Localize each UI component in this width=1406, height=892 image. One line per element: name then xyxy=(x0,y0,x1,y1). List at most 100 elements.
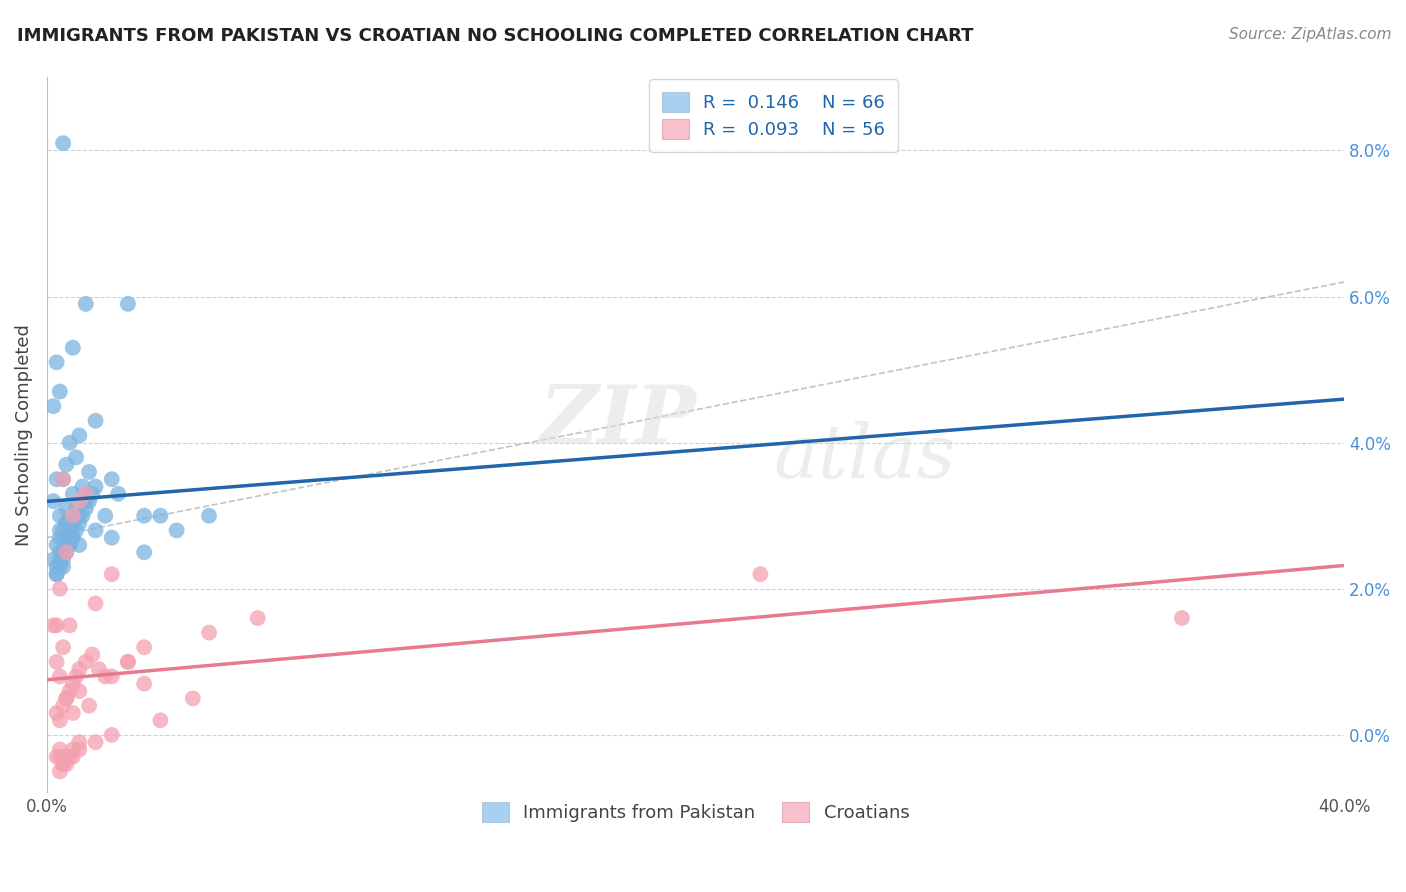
Point xyxy=(58,749,80,764)
Point xyxy=(82,487,104,501)
Point xyxy=(49,742,72,756)
Point xyxy=(52,552,75,566)
Point xyxy=(149,714,172,728)
Point xyxy=(52,524,75,538)
Point xyxy=(45,538,67,552)
Point xyxy=(49,508,72,523)
Point xyxy=(49,669,72,683)
Point xyxy=(45,472,67,486)
Point xyxy=(100,669,122,683)
Point xyxy=(55,749,77,764)
Point xyxy=(49,582,72,596)
Point xyxy=(198,625,221,640)
Y-axis label: No Schooling Completed: No Schooling Completed xyxy=(15,325,32,546)
Point xyxy=(87,662,110,676)
Point xyxy=(58,538,80,552)
Legend: Immigrants from Pakistan, Croatians: Immigrants from Pakistan, Croatians xyxy=(468,789,922,834)
Point xyxy=(55,691,77,706)
Point xyxy=(62,341,84,355)
Point xyxy=(55,501,77,516)
Point xyxy=(198,508,221,523)
Point xyxy=(52,545,75,559)
Point xyxy=(62,706,84,720)
Point xyxy=(49,545,72,559)
Point xyxy=(77,465,100,479)
Point xyxy=(134,640,156,655)
Text: IMMIGRANTS FROM PAKISTAN VS CROATIAN NO SCHOOLING COMPLETED CORRELATION CHART: IMMIGRANTS FROM PAKISTAN VS CROATIAN NO … xyxy=(17,27,973,45)
Point xyxy=(65,669,87,683)
Point xyxy=(45,567,67,582)
Point xyxy=(49,384,72,399)
Point xyxy=(55,516,77,530)
Point xyxy=(77,494,100,508)
Point xyxy=(246,611,269,625)
Point xyxy=(67,538,90,552)
Point xyxy=(42,552,65,566)
Point xyxy=(67,508,90,523)
Text: ZIP: ZIP xyxy=(540,383,697,460)
Text: Source: ZipAtlas.com: Source: ZipAtlas.com xyxy=(1229,27,1392,42)
Point xyxy=(52,472,75,486)
Point xyxy=(84,479,107,493)
Point xyxy=(45,706,67,720)
Point xyxy=(134,508,156,523)
Point xyxy=(52,757,75,772)
Point xyxy=(62,742,84,756)
Point xyxy=(62,487,84,501)
Point xyxy=(62,749,84,764)
Point xyxy=(52,640,75,655)
Point xyxy=(749,567,772,582)
Point xyxy=(52,545,75,559)
Point xyxy=(65,450,87,465)
Point xyxy=(62,677,84,691)
Point xyxy=(49,552,72,566)
Point xyxy=(52,560,75,574)
Point xyxy=(134,677,156,691)
Point xyxy=(42,399,65,413)
Point xyxy=(100,728,122,742)
Point xyxy=(52,757,75,772)
Point xyxy=(55,691,77,706)
Point xyxy=(58,684,80,698)
Point xyxy=(67,516,90,530)
Point xyxy=(67,684,90,698)
Point xyxy=(82,648,104,662)
Point xyxy=(49,764,72,779)
Point xyxy=(67,494,90,508)
Point xyxy=(75,297,97,311)
Point xyxy=(45,749,67,764)
Point xyxy=(77,698,100,713)
Point xyxy=(49,524,72,538)
Point xyxy=(84,596,107,610)
Point xyxy=(72,479,94,493)
Point xyxy=(49,560,72,574)
Point xyxy=(100,567,122,582)
Point xyxy=(45,655,67,669)
Point xyxy=(45,355,67,369)
Point xyxy=(52,472,75,486)
Point xyxy=(181,691,204,706)
Point xyxy=(84,414,107,428)
Point xyxy=(55,531,77,545)
Point xyxy=(94,669,117,683)
Point xyxy=(65,524,87,538)
Point xyxy=(55,545,77,559)
Point xyxy=(67,428,90,442)
Point xyxy=(52,698,75,713)
Point xyxy=(55,757,77,772)
Point xyxy=(1171,611,1194,625)
Point xyxy=(42,494,65,508)
Point xyxy=(84,735,107,749)
Point xyxy=(166,524,188,538)
Point xyxy=(52,136,75,151)
Point xyxy=(75,655,97,669)
Text: atlas: atlas xyxy=(773,421,956,493)
Point xyxy=(62,531,84,545)
Point xyxy=(84,524,107,538)
Point xyxy=(62,516,84,530)
Point xyxy=(49,749,72,764)
Point xyxy=(49,714,72,728)
Point xyxy=(100,472,122,486)
Point xyxy=(62,531,84,545)
Point xyxy=(75,487,97,501)
